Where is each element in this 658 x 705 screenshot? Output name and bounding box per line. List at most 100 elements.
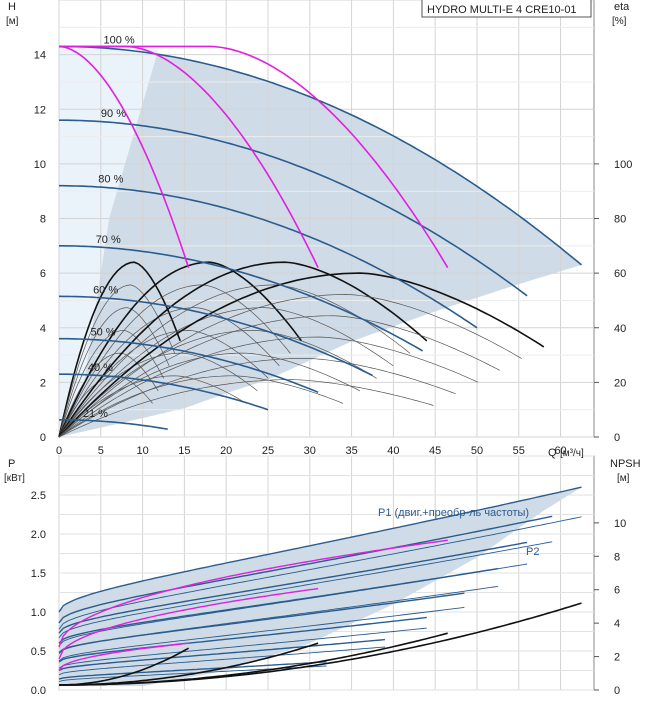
x-tick-label: 15 (178, 445, 190, 457)
x-tick-label: 40 (387, 445, 399, 457)
eta-tick-label: 0 (614, 432, 620, 444)
bottom-y-left-unit: [кВт] (4, 473, 25, 484)
speed-curve (59, 184, 478, 329)
p2-curve (58, 541, 553, 638)
efficiency-curve-partial (58, 336, 478, 438)
pump-combination-curve (59, 45, 449, 269)
efficiency-curve (58, 261, 428, 438)
power-tick-label: 2.5 (31, 490, 46, 502)
p1-curve (58, 592, 465, 654)
bottom-y-left-label: P (8, 458, 15, 470)
speed-curve-label: 100 % (104, 34, 135, 46)
efficiency-curve (58, 272, 545, 438)
x-tick-label: 25 (262, 445, 274, 457)
speed-curve-label: 60 % (93, 284, 118, 296)
power-tick-label: 1.5 (31, 568, 46, 580)
efficiency-curve-partial (58, 294, 522, 438)
speed-curve (58, 295, 373, 377)
top-x-label: Q (548, 447, 557, 459)
npsh-tick-label: 10 (614, 518, 626, 530)
top-y-left-label: H (8, 1, 16, 13)
x-tick-label: 5 (98, 445, 104, 457)
npsh-curve (59, 602, 582, 686)
p1-curve (58, 541, 528, 634)
y-tick-label: 0 (40, 432, 46, 444)
p2-curve (58, 627, 427, 669)
eta-tick-label: 40 (614, 323, 626, 335)
npsh-tick-label: 4 (614, 618, 620, 630)
power-tick-label: 1.0 (31, 607, 46, 619)
chart-title: HYDRO MULTI-E 4 CRE10-01 (427, 4, 577, 16)
speed-curve (59, 45, 583, 266)
speed-curve (59, 373, 269, 411)
y-tick-label: 2 (40, 377, 46, 389)
power-combination-curve (58, 539, 448, 648)
power-tick-label: 0.0 (31, 685, 46, 697)
p1-curve (58, 515, 553, 624)
speed-curve (59, 119, 528, 297)
efficiency-curve (58, 261, 303, 438)
npsh-tick-label: 6 (614, 585, 620, 597)
efficiency-curve-partial (58, 284, 176, 438)
y-tick-label: 12 (34, 104, 46, 116)
p2-curve (58, 606, 465, 662)
y-tick-label: 8 (40, 214, 46, 226)
x-tick-label: 0 (56, 445, 62, 457)
x-tick-label: 30 (304, 445, 316, 457)
power-combination-curve (58, 642, 189, 671)
efficiency-curve-partial (58, 379, 434, 438)
speed-curve (59, 419, 168, 430)
p1-curve (58, 638, 386, 672)
top-y-right-label: eta (614, 1, 630, 13)
efficiency-curve-partial (58, 352, 159, 438)
chart-title-box (421, 0, 592, 18)
p1-annotation: P1 (двиг.+преобр-ль частоты) (378, 507, 529, 519)
efficiency-curve-partial (58, 330, 377, 438)
speed-curve-label: 50 % (90, 327, 115, 339)
y-tick-label: 14 (34, 50, 46, 62)
eta-tick-label: 100 (614, 159, 632, 171)
npsh-tick-label: 8 (614, 551, 620, 563)
eta-tick-label: 60 (614, 268, 626, 280)
speed-curve (59, 245, 424, 352)
y-tick-label: 10 (34, 159, 46, 171)
power-tick-label: 0.5 (31, 646, 46, 658)
npsh-tick-label: 2 (614, 652, 620, 664)
p1-curve (58, 486, 582, 613)
p1-curve (58, 616, 427, 663)
efficiency-curve-partial (58, 357, 456, 438)
x-tick-label: 60 (554, 445, 566, 457)
efficiency-curve-partial (58, 330, 165, 438)
speed-curve-label: 21 % (83, 408, 108, 420)
bottom-y-right-label: NPSH (610, 458, 641, 470)
p2-annotation: P2 (526, 546, 539, 558)
y-tick-label: 6 (40, 268, 46, 280)
npsh-tick-label: 0 (614, 685, 620, 697)
eta-tick-label: 80 (614, 214, 626, 226)
x-tick-label: 35 (345, 445, 357, 457)
efficiency-curve (58, 261, 181, 438)
y-tick-label: 4 (40, 323, 46, 335)
efficiency-curve-partial (58, 307, 170, 438)
eta-tick-label: 20 (614, 377, 626, 389)
speed-curve-label: 40 % (88, 362, 113, 374)
power-tick-label: 2.0 (31, 529, 46, 541)
x-tick-label: 20 (220, 445, 232, 457)
pump-combination-curve (58, 45, 190, 268)
x-tick-label: 55 (513, 445, 525, 457)
x-tick-label: 45 (429, 445, 441, 457)
power-combination-curve (58, 587, 319, 660)
bottom-y-right-unit: [м] (617, 473, 630, 484)
top-y-right-unit: [%] (612, 16, 627, 27)
efficiency-curve-partial (58, 284, 411, 438)
speed-curve-label: 70 % (96, 234, 121, 246)
speed-curve-label: 90 % (101, 108, 126, 120)
p2-curve (58, 646, 386, 676)
efficiency-curve-partial (58, 375, 344, 438)
top-y-left-unit: [м] (6, 16, 19, 27)
efficiency-curve-partial (58, 284, 291, 438)
p1-curve (58, 661, 327, 680)
x-tick-label: 10 (136, 445, 148, 457)
